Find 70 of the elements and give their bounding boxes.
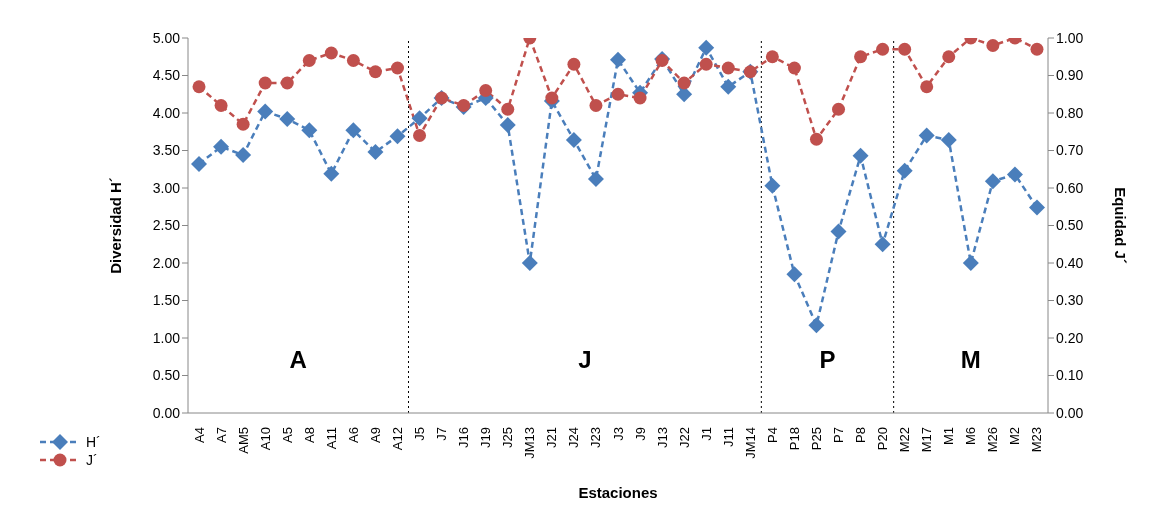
y-tick-label: 0.00 [152,404,181,421]
x-tick-label: J21 [544,427,560,448]
x-tick-label: P20 [875,427,891,451]
annotation: A [289,346,307,373]
x-tick-label: A9 [367,427,383,443]
y2-tick-label: 0.70 [1056,142,1084,159]
y-tick-label: 3.50 [152,142,181,159]
y2-tick-label: 0.40 [1056,254,1084,271]
x-tick-label: A5 [279,427,295,443]
legend-label: J´ [86,452,98,468]
x-tick-label: M2 [1007,427,1023,446]
x-tick-label: M17 [919,427,935,453]
x-tick-label: M22 [897,427,913,453]
y-axis-title: Diversidad H´ [107,177,125,274]
x-tick-label: J5 [412,427,428,441]
x-tick-label: M1 [941,427,957,446]
x-tick-label: P7 [831,427,847,443]
x-tick-label: J16 [456,427,472,448]
y2-tick-label: 0.30 [1056,292,1084,309]
x-tick-label: AM5 [235,427,251,454]
x-tick-label: A6 [345,427,361,443]
x-tick-label: M6 [963,427,979,446]
y-tick-label: 1.50 [152,292,181,309]
x-tick-label: A11 [323,427,339,450]
x-tick-label: J19 [478,427,494,448]
y-tick-label: 4.00 [152,104,181,121]
y2-tick-label: 0.60 [1056,179,1084,196]
y2-tick-label: 0.80 [1056,104,1084,121]
y-tick-label: 4.50 [152,67,181,84]
x-tick-label: J13 [654,427,670,448]
x-tick-label: J3 [610,427,626,441]
x-tick-label: P4 [764,427,780,443]
x-tick-label: JM14 [742,427,758,459]
y-tick-label: 0.50 [152,367,181,384]
annotation: J [578,346,592,373]
x-tick-label: A4 [191,427,207,443]
legend-label: H´ [86,434,101,450]
y2-tick-label: 0.50 [1056,217,1084,234]
x-tick-label: M23 [1029,427,1045,453]
y2-tick-label: 0.20 [1056,329,1084,346]
x-tick-label: A10 [257,427,273,451]
y-tick-label: 1.00 [152,329,181,346]
x-tick-label: J7 [434,427,450,441]
y2-tick-label: 1.00 [1056,29,1084,46]
y2-tick-label: 0.10 [1056,367,1084,384]
y-tick-label: 2.00 [152,254,181,271]
annotation: M [960,346,981,373]
y-tick-label: 3.00 [152,179,181,196]
y2-tick-label: 0.00 [1056,404,1084,421]
x-tick-label: J24 [566,427,582,448]
x-tick-label: J1 [698,427,714,441]
x-tick-label: JM13 [522,427,538,459]
x-tick-label: A7 [213,427,229,443]
x-tick-label: J23 [588,427,604,448]
y-tick-label: 5.00 [152,29,181,46]
annotation: P [819,346,836,373]
y2-axis-title: Equidad J´ [1111,187,1129,264]
x-tick-label: A12 [389,427,405,451]
x-tick-label: J22 [676,427,692,448]
x-tick-label: P25 [808,427,824,451]
x-tick-label: M26 [985,427,1001,453]
x-tick-label: A8 [301,427,317,443]
x-tick-label: J25 [500,427,516,448]
x-tick-label: J11 [720,427,736,447]
y2-tick-label: 0.90 [1056,67,1084,84]
x-tick-label: P8 [853,427,869,443]
x-axis-title: Estaciones [578,484,658,501]
y-tick-label: 2.50 [152,217,181,234]
x-tick-label: P18 [786,427,802,451]
x-tick-label: J9 [632,427,648,441]
